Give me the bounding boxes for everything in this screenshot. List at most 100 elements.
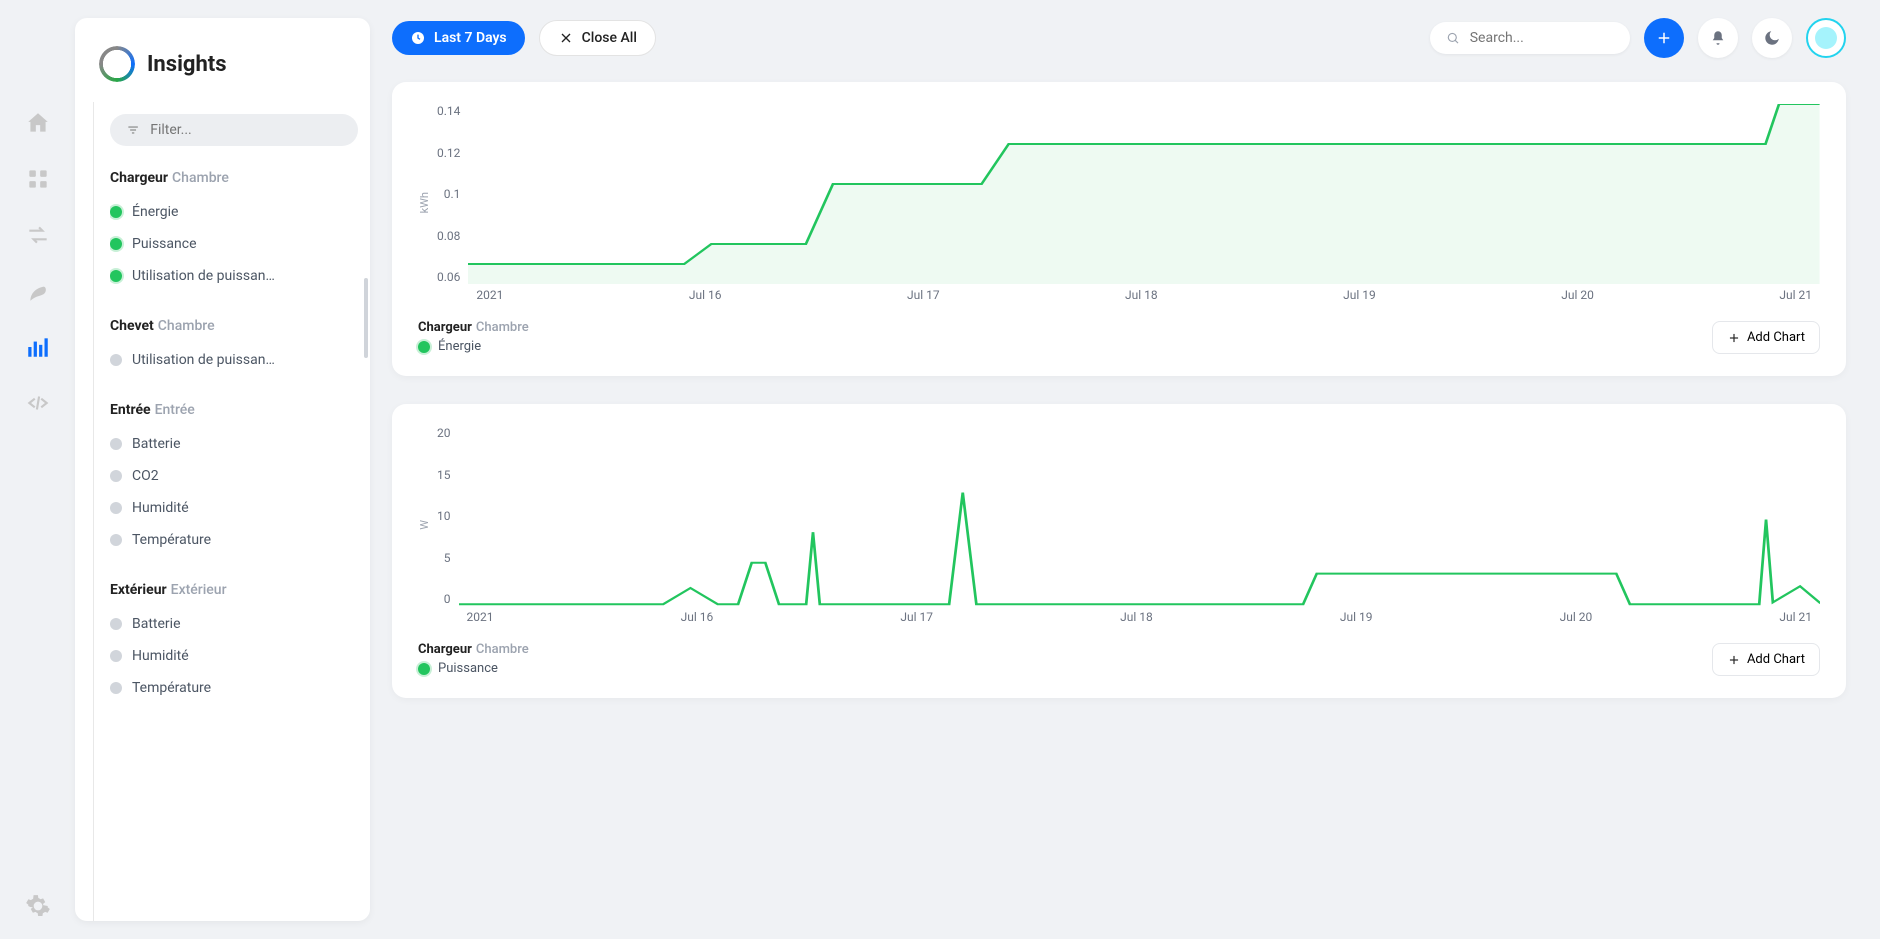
user-avatar[interactable] <box>1806 18 1846 58</box>
search-icon <box>1446 30 1460 46</box>
metric-label: Humidité <box>132 648 189 664</box>
metric-label: Température <box>132 680 211 696</box>
settings-icon[interactable] <box>25 893 51 919</box>
device-group-heading: ChargeurChambre <box>110 170 358 186</box>
x-tick: Jul 21 <box>1779 610 1812 624</box>
y-tick: 0.06 <box>437 270 460 284</box>
device-room: Entrée <box>155 402 195 418</box>
metric-row[interactable]: Température <box>110 672 358 704</box>
bell-icon <box>1709 29 1727 47</box>
metric-row[interactable]: Humidité <box>110 640 358 672</box>
x-tick: Jul 19 <box>1340 610 1373 624</box>
device-group-heading: ExtérieurExtérieur <box>110 582 358 598</box>
status-dot-icon <box>110 618 122 630</box>
x-tick: Jul 18 <box>1125 288 1158 302</box>
logo-icon <box>99 46 135 82</box>
device-name: Chargeur <box>110 170 168 186</box>
x-tick: 2021 <box>467 610 494 624</box>
metric-label: Humidité <box>132 500 189 516</box>
status-dot-icon <box>110 534 122 546</box>
legend-dot-icon <box>418 663 430 675</box>
status-dot-icon <box>110 354 122 366</box>
add-chart-button[interactable]: Add Chart <box>1712 321 1820 354</box>
x-axis: 2021Jul 16Jul 17Jul 18Jul 19Jul 20Jul 21 <box>468 288 1820 302</box>
search-field[interactable] <box>1430 22 1630 54</box>
status-dot-icon <box>110 682 122 694</box>
y-tick: 0.12 <box>437 146 460 160</box>
metric-row[interactable]: CO2 <box>110 460 358 492</box>
x-tick: Jul 17 <box>907 288 940 302</box>
x-tick: Jul 21 <box>1779 288 1812 302</box>
device-name: Chevet <box>110 318 154 334</box>
metric-label: Utilisation de puissan… <box>132 268 275 284</box>
search-input[interactable] <box>1470 30 1614 46</box>
metric-row[interactable]: Utilisation de puissan… <box>110 344 358 376</box>
plus-icon <box>1727 331 1741 345</box>
date-range-button[interactable]: Last 7 Days <box>392 21 525 55</box>
metric-row[interactable]: Énergie <box>110 196 358 228</box>
home-icon[interactable] <box>25 110 51 136</box>
filter-field[interactable] <box>110 114 358 146</box>
x-tick: Jul 20 <box>1561 288 1594 302</box>
avatar-image <box>1815 27 1837 49</box>
flows-icon[interactable] <box>25 222 51 248</box>
metric-label: Température <box>132 532 211 548</box>
date-range-label: Last 7 Days <box>434 30 507 46</box>
device-name: Entrée <box>110 402 151 418</box>
notifications-button[interactable] <box>1698 18 1738 58</box>
x-tick: Jul 17 <box>900 610 933 624</box>
y-tick: 0 <box>437 592 451 606</box>
insights-icon[interactable] <box>25 334 51 360</box>
metric-row[interactable]: Batterie <box>110 428 358 460</box>
chart-plot: 2021Jul 16Jul 17Jul 18Jul 19Jul 20Jul 21 <box>459 426 1821 624</box>
metric-label: Batterie <box>132 616 181 632</box>
metric-label: Énergie <box>132 204 178 220</box>
y-tick: 0.1 <box>437 187 460 201</box>
plus-icon <box>1655 29 1673 47</box>
x-axis: 2021Jul 16Jul 17Jul 18Jul 19Jul 20Jul 21 <box>459 610 1821 624</box>
device-group-heading: EntréeEntrée <box>110 402 358 418</box>
chart-legend: ChargeurChambre Puissance <box>418 642 529 676</box>
add-chart-label: Add Chart <box>1747 652 1805 667</box>
apps-icon[interactable] <box>25 166 51 192</box>
metric-row[interactable]: Batterie <box>110 608 358 640</box>
device-room: Chambre <box>158 318 215 334</box>
energy-icon[interactable] <box>25 278 51 304</box>
topbar: Last 7 Days Close All <box>392 18 1846 58</box>
metric-label: Puissance <box>132 236 197 252</box>
metric-row[interactable]: Humidité <box>110 492 358 524</box>
theme-toggle-button[interactable] <box>1752 18 1792 58</box>
y-tick: 0.14 <box>437 104 460 118</box>
chart-card: kWh 0.140.120.10.080.06 2021Jul 16Jul 17… <box>392 82 1846 376</box>
legend-device: Chargeur <box>418 642 472 657</box>
metric-row[interactable]: Température <box>110 524 358 556</box>
y-tick: 20 <box>437 426 451 440</box>
side-header: Insights <box>75 18 370 102</box>
x-tick: Jul 19 <box>1343 288 1376 302</box>
moon-icon <box>1763 29 1781 47</box>
chart-plot: 2021Jul 16Jul 17Jul 18Jul 19Jul 20Jul 21 <box>468 104 1820 302</box>
status-dot-icon <box>110 206 122 218</box>
page-title: Insights <box>147 52 227 77</box>
chart-card: W 20151050 2021Jul 16Jul 17Jul 18Jul 19J… <box>392 404 1846 698</box>
x-tick: Jul 20 <box>1560 610 1593 624</box>
legend-series: Énergie <box>438 339 481 354</box>
y-tick: 0.08 <box>437 229 460 243</box>
developer-icon[interactable] <box>25 390 51 416</box>
filter-input[interactable] <box>150 122 342 138</box>
status-dot-icon <box>110 470 122 482</box>
status-dot-icon <box>110 438 122 450</box>
filter-icon <box>126 122 140 138</box>
metric-row[interactable]: Utilisation de puissan… <box>110 260 358 292</box>
metric-row[interactable]: Puissance <box>110 228 358 260</box>
close-all-label: Close All <box>582 30 637 46</box>
device-name: Extérieur <box>110 582 167 598</box>
add-chart-button[interactable]: Add Chart <box>1712 643 1820 676</box>
close-all-button[interactable]: Close All <box>539 20 656 56</box>
scrollbar-thumb[interactable] <box>364 278 368 358</box>
add-chart-label: Add Chart <box>1747 330 1805 345</box>
plus-icon <box>1727 653 1741 667</box>
metric-label: Utilisation de puissan… <box>132 352 275 368</box>
add-button[interactable] <box>1644 18 1684 58</box>
legend-room: Chambre <box>476 642 529 657</box>
